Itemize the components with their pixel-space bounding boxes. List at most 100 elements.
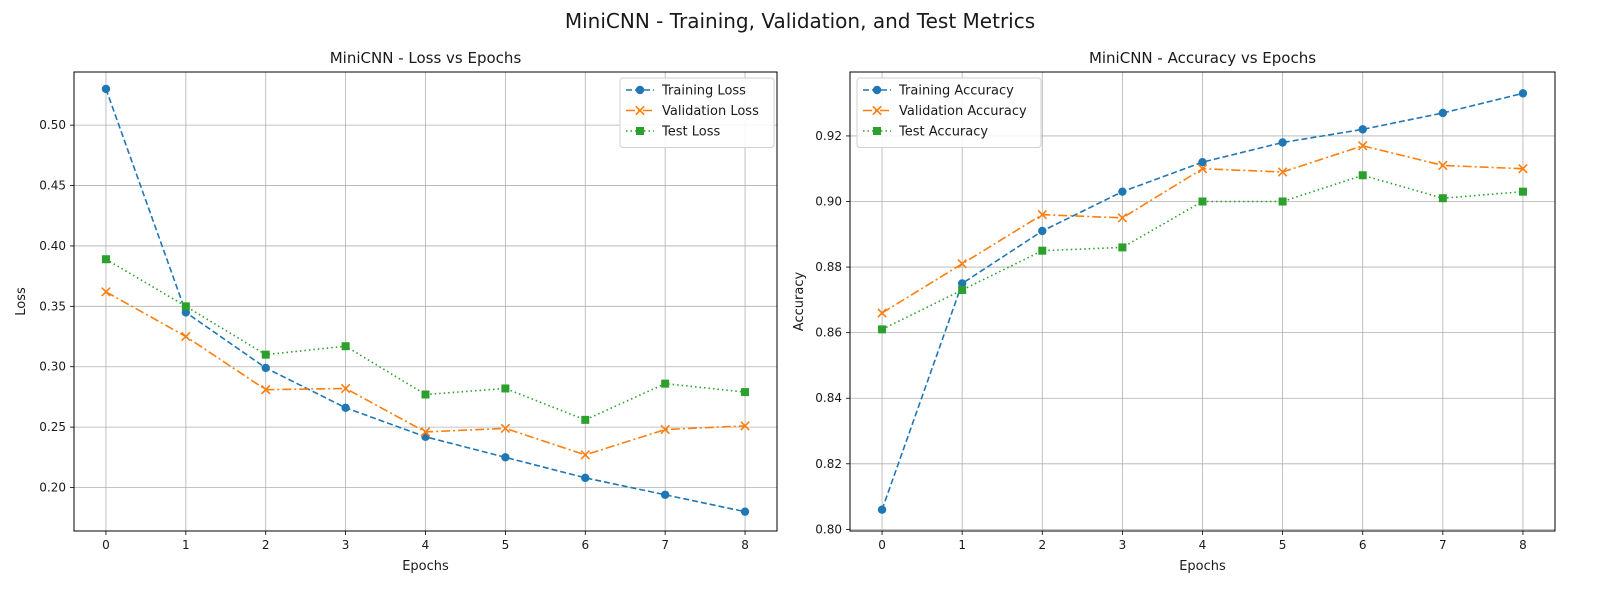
data-point bbox=[1357, 141, 1368, 151]
data-point bbox=[261, 350, 270, 359]
data-point bbox=[581, 415, 590, 424]
data-point bbox=[740, 507, 750, 516]
figure-title: MiniCNN - Training, Validation, and Test… bbox=[565, 9, 1035, 33]
legend-label: Validation Accuracy bbox=[899, 104, 1027, 119]
series-validation-loss bbox=[101, 287, 750, 460]
series-training-accuracy bbox=[877, 89, 1528, 514]
x-tick-label: 3 bbox=[1119, 538, 1127, 552]
y-tick-label: 0.86 bbox=[815, 326, 842, 340]
data-point bbox=[1518, 163, 1528, 174]
data-point bbox=[1038, 246, 1047, 255]
series-validation-accuracy bbox=[877, 141, 1528, 318]
data-point bbox=[1278, 197, 1287, 206]
data-point bbox=[957, 279, 967, 288]
legend-entry: Test Accuracy bbox=[863, 125, 988, 140]
data-point bbox=[1518, 187, 1527, 196]
y-tick-label: 0.88 bbox=[815, 260, 842, 274]
data-point bbox=[181, 331, 191, 342]
data-point bbox=[1198, 157, 1207, 167]
data-point bbox=[877, 308, 887, 318]
data-point bbox=[1358, 125, 1367, 134]
y-tick-label: 0.35 bbox=[39, 299, 66, 313]
x-tick-label: 6 bbox=[1359, 538, 1367, 552]
y-tick-label: 0.40 bbox=[39, 239, 66, 253]
data-point bbox=[340, 383, 351, 394]
legend-entry: Validation Loss bbox=[626, 104, 759, 119]
y-tick-label: 0.30 bbox=[39, 360, 66, 374]
legend-marker bbox=[636, 127, 644, 135]
data-point bbox=[660, 490, 670, 499]
y-tick-label: 0.20 bbox=[39, 481, 66, 495]
series-test-accuracy bbox=[878, 171, 1527, 334]
legend-box bbox=[856, 77, 1042, 148]
series-test-loss bbox=[101, 255, 750, 424]
data-point bbox=[660, 424, 670, 435]
legend-label: Validation Loss bbox=[662, 104, 759, 119]
legend: Training Loss Validation Loss Test Loss bbox=[619, 77, 775, 148]
data-point bbox=[958, 286, 967, 295]
y-tick-label: 0.45 bbox=[39, 179, 66, 193]
legend-label: Training Loss bbox=[661, 84, 746, 99]
x-tick-label: 8 bbox=[741, 538, 749, 552]
legend-box bbox=[619, 77, 775, 148]
data-point bbox=[101, 287, 111, 297]
legend-entry: Training Loss bbox=[626, 84, 746, 99]
chart-title: MiniCNN - Loss vs Epochs bbox=[330, 49, 522, 67]
x-tick-label: 0 bbox=[878, 538, 886, 552]
x-tick-label: 2 bbox=[262, 538, 270, 552]
data-point bbox=[957, 259, 967, 269]
y-tick-label: 0.92 bbox=[815, 129, 842, 143]
data-point bbox=[877, 505, 887, 514]
data-point bbox=[1277, 167, 1288, 177]
legend-marker bbox=[635, 85, 645, 95]
x-tick-label: 1 bbox=[182, 538, 190, 552]
data-point bbox=[1438, 108, 1448, 118]
x-tick-label: 3 bbox=[342, 538, 350, 552]
x-tick-label: 4 bbox=[422, 538, 430, 552]
data-point bbox=[501, 453, 510, 462]
data-point bbox=[1278, 138, 1287, 147]
data-point bbox=[1198, 197, 1207, 206]
data-point bbox=[580, 450, 591, 460]
data-point bbox=[420, 427, 431, 437]
data-point bbox=[501, 384, 510, 393]
x-axis-label: Epochs bbox=[1179, 559, 1226, 574]
legend-marker bbox=[872, 85, 882, 95]
y-tick-label: 0.80 bbox=[815, 522, 842, 536]
series-line bbox=[881, 92, 1524, 510]
y-tick-label: 0.82 bbox=[815, 457, 842, 471]
data-point bbox=[878, 325, 887, 334]
legend-label: Training Accuracy bbox=[898, 84, 1014, 99]
x-tick-label: 5 bbox=[1279, 538, 1287, 552]
data-point bbox=[581, 473, 590, 483]
x-tick-label: 4 bbox=[1199, 538, 1207, 552]
axes-frame bbox=[849, 71, 1556, 532]
accuracy-chart: 0 1 2 3 4 5 6 7 8 0.80 0.82 0.84 0.86 0.88 0.90 0.92 Min… bbox=[792, 49, 1556, 574]
data-point bbox=[1117, 213, 1128, 223]
legend-label: Test Loss bbox=[661, 125, 720, 140]
loss-chart: 0 1 2 3 4 5 6 7 8 0.20 0.25 0.30 0.35 0.40 0.45 0.50 Min… bbox=[14, 49, 778, 574]
data-point bbox=[1118, 243, 1127, 252]
x-tick-label: 8 bbox=[1519, 538, 1527, 552]
data-point bbox=[181, 302, 190, 311]
data-point bbox=[1037, 209, 1048, 220]
y-axis-label: Loss bbox=[14, 287, 29, 316]
x-tick-label: 7 bbox=[1439, 538, 1447, 552]
data-point bbox=[1197, 163, 1208, 174]
legend-entry: Training Accuracy bbox=[863, 84, 1014, 99]
x-tick-label: 1 bbox=[958, 538, 966, 552]
data-point bbox=[741, 388, 750, 397]
data-point bbox=[1358, 171, 1367, 180]
data-point bbox=[260, 384, 271, 395]
y-tick-label: 0.84 bbox=[815, 391, 842, 405]
x-tick-label: 2 bbox=[1038, 538, 1046, 552]
data-point bbox=[261, 363, 270, 373]
data-point bbox=[1118, 187, 1127, 196]
legend-marker bbox=[872, 105, 882, 116]
data-point bbox=[341, 403, 350, 412]
data-point bbox=[661, 379, 670, 388]
legend-entry: Test Loss bbox=[626, 125, 720, 140]
x-tick-label: 5 bbox=[502, 538, 510, 552]
y-tick-label: 0.50 bbox=[39, 118, 66, 132]
